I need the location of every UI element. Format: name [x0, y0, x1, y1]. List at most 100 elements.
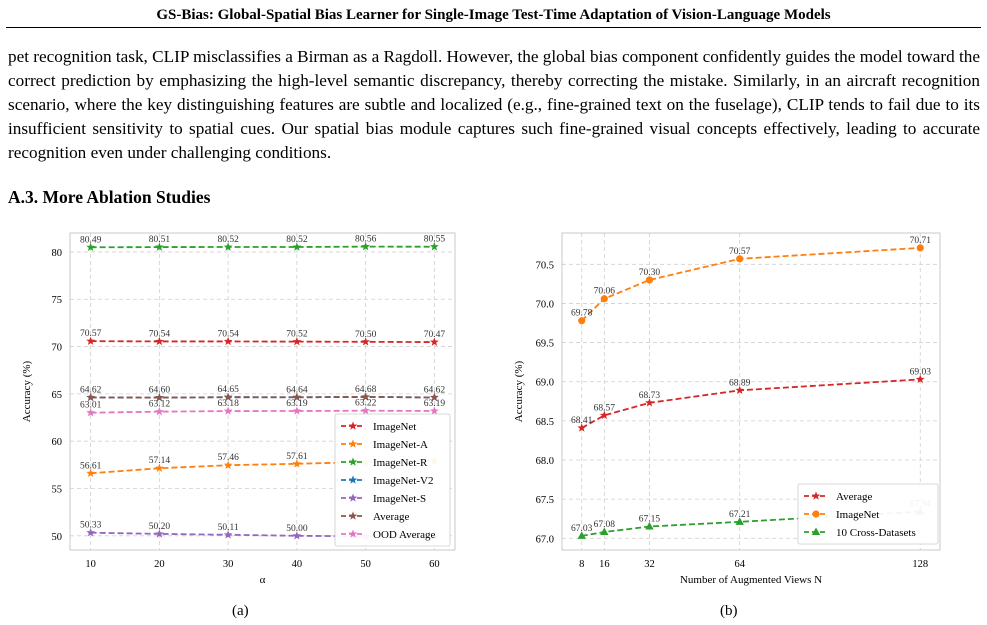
data-label: 63.18 — [217, 399, 239, 409]
data-point — [223, 242, 233, 251]
data-point — [223, 530, 233, 539]
legend-marker — [348, 529, 358, 538]
data-point — [292, 242, 302, 251]
data-point — [155, 407, 164, 416]
data-point — [223, 392, 233, 401]
series-imagenet-s: 50.33 50.20 50.11 50.00 — [80, 521, 439, 541]
legend-entry: ImageNet-V2 — [373, 475, 433, 487]
legend-entry: ImageNet — [836, 509, 879, 521]
data-label: 63.12 — [149, 400, 171, 410]
data-label: 80.51 — [149, 235, 171, 245]
legend-entry: ImageNet-S — [373, 493, 426, 505]
data-point — [86, 392, 95, 402]
legend-marker — [811, 491, 821, 500]
data-label: 70.52 — [286, 330, 308, 340]
data-label: 63.22 — [355, 399, 377, 409]
x-tick-label: 20 — [154, 559, 165, 570]
data-point — [86, 336, 95, 345]
data-label: 70.54 — [217, 329, 239, 339]
data-label: 68.73 — [639, 391, 661, 401]
data-point — [361, 406, 370, 415]
legend-marker — [348, 421, 358, 430]
header-rule — [6, 27, 981, 28]
data-point — [361, 242, 370, 251]
data-label: 50.00 — [286, 524, 308, 534]
legend-entry: 10 Cross-Datasets — [836, 527, 916, 539]
data-point — [916, 244, 924, 252]
data-label: 69.78 — [571, 309, 593, 319]
data-label: 57.46 — [217, 453, 239, 463]
legend-marker — [348, 457, 358, 466]
legend-marker — [348, 493, 358, 502]
data-point — [600, 527, 609, 535]
series-imagenet: 70.57 70.54 70.54 70.52 70.50 70.47 — [80, 329, 445, 346]
data-label: 56.61 — [80, 461, 102, 471]
data-point — [361, 392, 370, 401]
body-paragraph: pet recognition task, CLIP misclassifies… — [8, 45, 980, 165]
x-tick-label: 32 — [644, 559, 655, 570]
data-label: 70.57 — [729, 247, 751, 257]
y-tick-label: 70.0 — [536, 299, 554, 310]
series-line — [90, 409, 435, 414]
data-point — [223, 460, 233, 469]
data-point — [600, 295, 608, 303]
data-point — [292, 459, 302, 468]
data-label: 70.47 — [424, 330, 446, 340]
legend-box — [334, 413, 451, 547]
data-label: 70.30 — [639, 268, 661, 278]
data-point — [86, 468, 95, 477]
x-tick-label: 16 — [599, 559, 610, 570]
legend-marker — [348, 439, 358, 448]
x-tick-label: 50 — [360, 559, 371, 570]
y-tick-label: 70.5 — [536, 260, 554, 271]
y-tick-label: 69.5 — [536, 339, 554, 350]
caption-b: (b) — [720, 603, 738, 619]
data-point — [430, 337, 439, 346]
data-point — [577, 531, 586, 539]
data-label: 64.65 — [217, 385, 239, 395]
data-point — [292, 337, 302, 346]
legend: ImageNet ImageNet-A ImageNet-R ImageNet-V2 I… — [334, 413, 451, 547]
data-point — [578, 317, 586, 325]
data-point — [86, 242, 95, 252]
data-point — [599, 410, 609, 420]
section-heading: A.3. More Ablation Studies — [8, 187, 211, 207]
data-label: 80.52 — [217, 235, 239, 245]
data-label: 80.55 — [424, 235, 446, 245]
data-label: 63.19 — [286, 399, 308, 409]
y-tick-label: 65 — [52, 390, 63, 401]
y-tick-label: 68.0 — [536, 456, 554, 467]
y-axis-label: Accuracy (%) — [21, 360, 33, 422]
data-point — [155, 463, 164, 472]
data-label: 80.49 — [80, 235, 102, 245]
data-point — [430, 242, 439, 251]
series-average: 64.62 64.60 64.65 64.64 64.68 64.62 — [80, 385, 446, 402]
data-label: 64.64 — [286, 385, 308, 395]
data-point — [155, 393, 164, 402]
data-label: 50.33 — [80, 521, 102, 531]
legend-marker — [348, 511, 358, 520]
x-tick-label: 60 — [429, 559, 440, 570]
data-point — [292, 531, 302, 540]
data-label: 64.62 — [424, 385, 446, 395]
x-tick-label: 128 — [912, 559, 928, 570]
caption-a: (a) — [232, 603, 249, 619]
alpha-ablation-chart: 50 55 60 65 70 75 80 10 20 30 40 50 60 α Accuracy (%) 7… — [21, 232, 456, 586]
y-tick-label: 68.5 — [536, 417, 554, 428]
data-point — [155, 336, 164, 346]
data-label: 68.57 — [594, 403, 616, 413]
data-label: 70.50 — [355, 330, 377, 340]
data-point — [223, 336, 233, 346]
data-point — [915, 374, 925, 384]
data-label: 64.62 — [80, 385, 102, 395]
legend-box — [797, 483, 939, 545]
data-label: 80.52 — [286, 235, 308, 245]
data-point — [645, 276, 654, 284]
data-point — [292, 406, 302, 415]
data-label: 68.41 — [571, 416, 593, 426]
legend-entry: OOD Average — [373, 529, 436, 541]
y-tick-label: 60 — [52, 437, 63, 448]
data-label: 50.20 — [149, 522, 171, 532]
x-tick-label: 64 — [734, 559, 745, 570]
data-point — [86, 408, 95, 417]
